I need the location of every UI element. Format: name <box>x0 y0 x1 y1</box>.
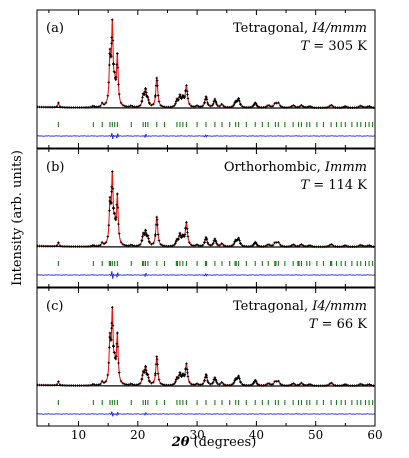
x-tick-label: 40 <box>249 428 264 442</box>
space-group: I4/mmm <box>311 21 367 36</box>
x-tick-label: 30 <box>189 428 204 442</box>
space-group: Immm <box>324 160 367 175</box>
difference-curve <box>36 271 375 279</box>
temperature-symbol: T <box>301 178 311 193</box>
x-axis-label-unit: (degrees) <box>189 435 256 450</box>
panel-label: (a) <box>46 21 64 36</box>
panel-frame <box>36 9 376 149</box>
x-tick-label: 10 <box>71 428 86 442</box>
temperature-value: = 114 K <box>309 178 367 193</box>
phase-label: Orthorhombic, Immm <box>224 160 367 175</box>
space-group: I4/mmm <box>311 299 367 314</box>
temperature-label: T = 114 K <box>301 178 368 193</box>
panel-frame <box>36 287 376 427</box>
phase-name: Tetragonal, <box>233 21 312 36</box>
x-tick-label: 20 <box>130 428 145 442</box>
temperature-value: = 305 K <box>309 39 367 54</box>
temperature-label: T = 305 K <box>301 39 368 54</box>
x-tick-label: 50 <box>308 428 323 442</box>
phase-name: Tetragonal, <box>233 299 312 314</box>
panel-1: (b) Orthorhombic, Immm T = 114 K <box>36 148 376 288</box>
x-tick-label: 60 <box>367 428 382 442</box>
y-axis-label: Intensity (arb. units) <box>10 150 25 286</box>
temperature-value: = 66 K <box>317 317 367 332</box>
panel-2: 10 20 30 40 50 60 (c) Tetragonal, I4/mmm T = 66 … <box>36 287 383 442</box>
temperature-symbol: T <box>301 39 311 54</box>
panel-label: (b) <box>46 160 64 175</box>
phase-label: Tetragonal, I4/mmm <box>233 21 367 36</box>
phase-label: Tetragonal, I4/mmm <box>233 299 367 314</box>
temperature-symbol: T <box>309 317 319 332</box>
panel-label: (c) <box>46 299 63 314</box>
temperature-label: T = 66 K <box>309 317 368 332</box>
panel-frame <box>36 148 376 288</box>
difference-curve <box>36 411 375 417</box>
x-axis-label-symbol: 2θ <box>171 435 190 450</box>
x-axis-label: 2θ (degrees) <box>171 435 257 450</box>
phase-name: Orthorhombic, <box>224 160 325 175</box>
difference-curve <box>36 132 375 140</box>
